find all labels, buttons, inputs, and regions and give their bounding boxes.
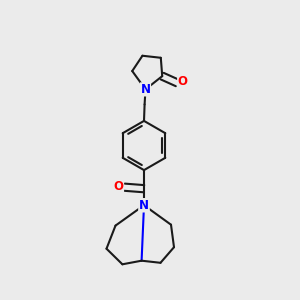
Text: N: N	[139, 199, 149, 212]
Text: O: O	[113, 180, 124, 193]
Text: O: O	[178, 75, 188, 88]
Text: N: N	[140, 83, 151, 96]
Text: N: N	[139, 199, 149, 212]
